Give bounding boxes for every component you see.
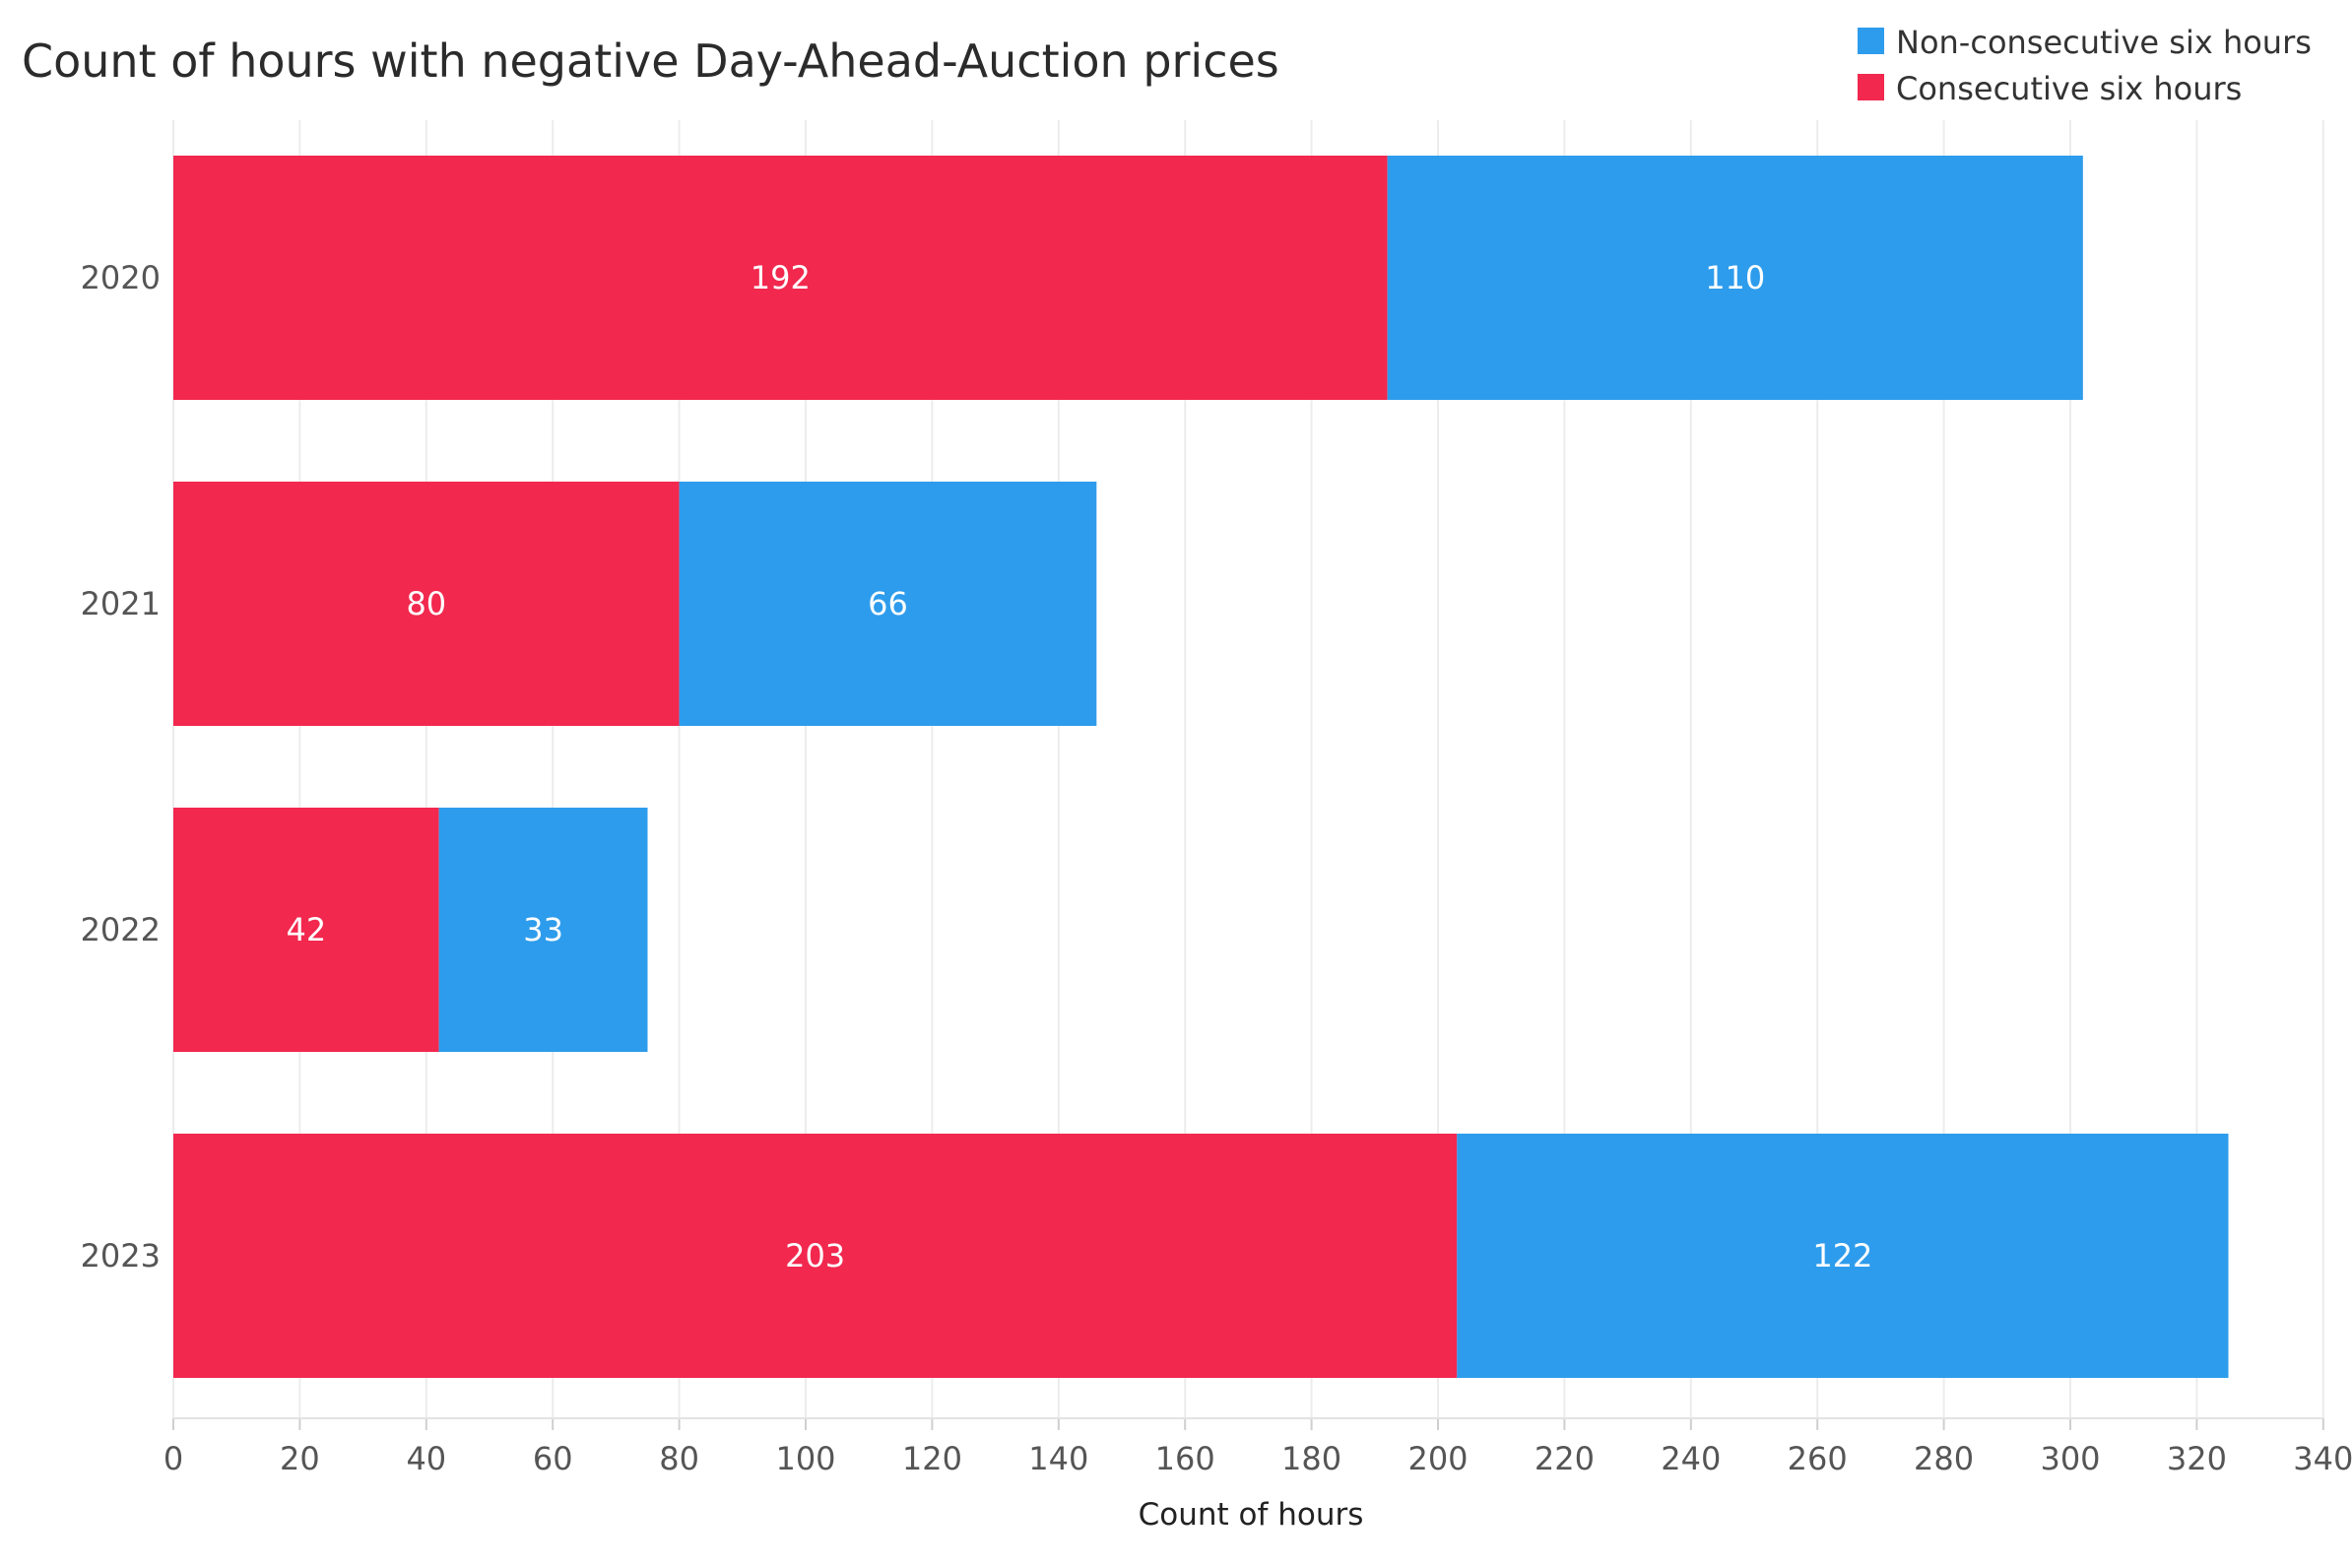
legend-item-consecutive[interactable]: Consecutive six hours — [1858, 70, 2242, 107]
x-tick-label: 120 — [902, 1440, 962, 1477]
x-tick-label: 100 — [775, 1440, 835, 1477]
y-tick-label: 2023 — [81, 1237, 161, 1274]
bar-non-consecutive[interactable] — [1457, 1134, 2229, 1378]
plot-area: 192 110 80 66 42 33 203 122 — [173, 156, 2229, 1378]
x-tick-label: 20 — [280, 1440, 320, 1477]
bar-non-consecutive[interactable] — [679, 482, 1097, 726]
x-tick-label: 240 — [1661, 1440, 1721, 1477]
y-tick-label: 2022 — [81, 911, 161, 948]
legend-item-non-consecutive[interactable]: Non-consecutive six hours — [1858, 24, 2312, 61]
data-label: 192 — [751, 259, 811, 296]
bar-non-consecutive[interactable] — [1387, 156, 2083, 400]
data-label: 203 — [785, 1237, 845, 1274]
x-axis: 0 20 40 60 80 100 120 140 160 180 200 220 240 260 280 3… — [163, 1417, 2352, 1477]
x-tick-label: 200 — [1407, 1440, 1468, 1477]
legend: Non-consecutive six hours Consecutive si… — [1858, 24, 2312, 107]
bar-consecutive[interactable] — [173, 1134, 1458, 1378]
y-tick-label: 2020 — [81, 259, 161, 296]
y-axis: 2020 2021 2022 2023 — [81, 259, 161, 1274]
bar-consecutive[interactable] — [173, 156, 1388, 400]
x-tick-label: 220 — [1535, 1440, 1595, 1477]
x-tick-label: 320 — [2167, 1440, 2227, 1477]
x-axis-title: Count of hours — [1139, 1497, 1364, 1533]
x-tick-label: 180 — [1281, 1440, 1341, 1477]
bar-consecutive[interactable] — [173, 808, 439, 1052]
x-tick-label: 160 — [1155, 1440, 1215, 1477]
x-tick-label: 140 — [1028, 1440, 1088, 1477]
data-label: 110 — [1705, 259, 1765, 296]
data-label: 66 — [868, 585, 908, 622]
data-label: 122 — [1812, 1237, 1872, 1274]
legend-label-consecutive: Consecutive six hours — [1896, 70, 2242, 107]
x-tick-label: 40 — [406, 1440, 446, 1477]
legend-label-non-consecutive: Non-consecutive six hours — [1896, 24, 2312, 61]
x-tick-label: 300 — [2040, 1440, 2100, 1477]
legend-swatch-non-consecutive — [1858, 28, 1884, 54]
x-tick-label: 0 — [163, 1440, 183, 1477]
x-tick-label: 340 — [2293, 1440, 2352, 1477]
data-label: 42 — [286, 911, 326, 948]
bar-non-consecutive[interactable] — [438, 808, 648, 1052]
x-tick-label: 60 — [533, 1440, 573, 1477]
chart-title: Count of hours with negative Day-Ahead-A… — [22, 34, 1279, 88]
data-label: 33 — [523, 911, 563, 948]
x-tick-label: 80 — [659, 1440, 699, 1477]
y-tick-label: 2021 — [81, 585, 161, 622]
data-label: 80 — [406, 585, 446, 622]
x-tick-label: 280 — [1914, 1440, 1974, 1477]
bar-consecutive[interactable] — [173, 482, 680, 726]
legend-swatch-consecutive — [1858, 74, 1884, 100]
x-tick-label: 260 — [1788, 1440, 1848, 1477]
